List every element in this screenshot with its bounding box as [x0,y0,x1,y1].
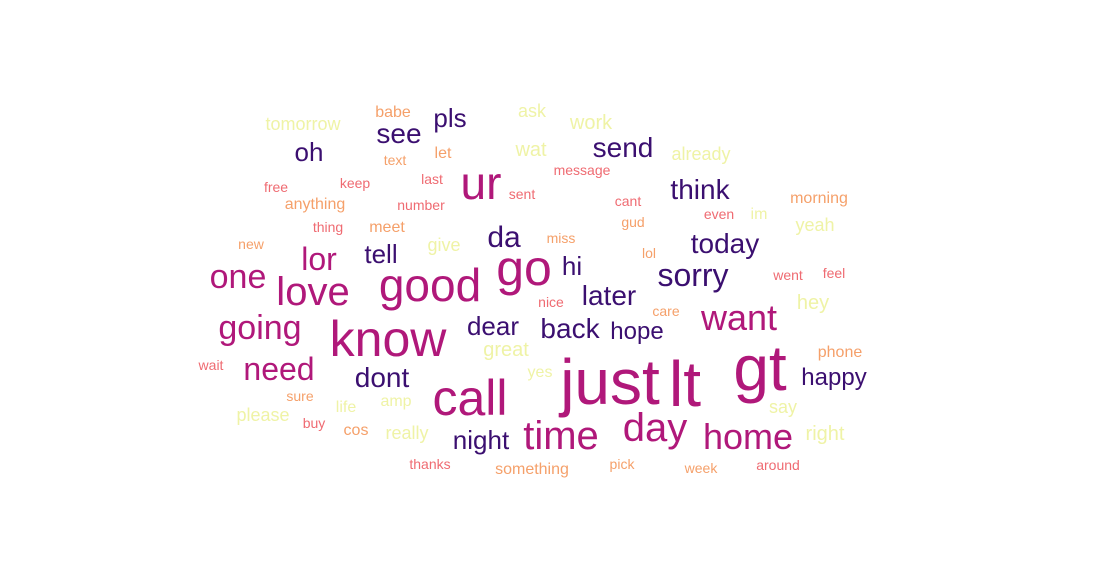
word-need: need [243,351,315,387]
word-today: today [690,228,760,259]
word-hi: hi [561,251,583,281]
word-da: da [487,221,521,254]
word-wat: wat [515,139,547,161]
word-something: something [495,461,569,478]
word-dont: dont [354,362,410,393]
word-lol: lol [641,245,657,261]
word-pick: pick [609,456,635,472]
word-dear: dear [466,311,520,341]
word-yes: yes [527,364,553,381]
word-tell: tell [364,239,398,269]
word-send: send [592,132,654,163]
word-text: text [383,152,407,168]
word-hey: hey [796,292,830,314]
word-time: time [523,414,599,458]
word-amp: amp [380,393,412,410]
word-gud: gud [621,214,645,230]
word-just: just [560,346,660,418]
word-already: already [671,144,731,164]
word-home: home [702,416,794,457]
word-sure: sure [286,388,314,404]
word-around: around [756,457,800,473]
word-night: night [452,425,510,455]
word-back: back [540,313,600,344]
word-gt: gt [733,332,787,404]
word-right: right [805,423,845,445]
word-number: number [397,197,445,213]
word-say: say [768,397,798,417]
word-morning: morning [790,190,848,207]
word-let: let [434,145,452,162]
word-happy: happy [801,364,867,391]
word-buy: buy [302,415,326,431]
word-even: even [703,206,735,222]
word-cant: cant [614,193,642,209]
word-nice: nice [538,294,564,310]
word-free: free [263,179,289,195]
word-thing: thing [312,219,344,235]
word-anything: anything [284,196,346,213]
word-week: week [684,460,718,476]
word-lor: lor [301,241,337,277]
word-pls: pls [433,103,467,133]
word-tomorrow: tomorrow [265,114,341,134]
word-ur: ur [460,157,502,209]
word-meet: meet [369,219,405,236]
word-yeah: yeah [795,215,835,235]
word-ask: ask [517,101,547,121]
word-thanks: thanks [409,456,451,472]
word-new: new [238,236,264,252]
word-babe: babe [375,104,411,121]
word-give: give [427,235,461,255]
word-went: went [773,267,803,283]
word-lt: lt [669,348,701,420]
word-work: work [569,112,613,134]
word-want: want [700,297,778,338]
word-life: life [335,399,357,416]
word-sorry: sorry [657,257,729,293]
word-sent: sent [508,186,536,202]
word-go: go [496,240,552,296]
word-cos: cos [343,422,369,439]
word-wait: wait [198,357,224,373]
word-good: good [378,259,482,311]
word-care: care [652,303,680,319]
word-hope: hope [610,318,664,345]
word-phone: phone [817,344,863,361]
word-know: know [329,311,447,367]
word-oh: oh [294,137,324,167]
word-great: great [483,339,529,361]
word-later: later [581,280,637,311]
word-think: think [670,174,730,205]
word-going: going [218,309,302,347]
word-last: last [421,171,443,187]
word-see: see [376,118,422,149]
word-please: please [236,405,290,425]
word-love: love [276,270,350,314]
word-day: day [622,406,688,450]
word-one: one [209,258,267,296]
word-im: im [750,206,768,223]
word-feel: feel [822,265,846,281]
word-really: really [385,423,429,443]
word-keep: keep [339,175,371,191]
word-message: message [553,162,611,178]
word-miss: miss [546,230,576,246]
word-call: call [432,370,508,426]
